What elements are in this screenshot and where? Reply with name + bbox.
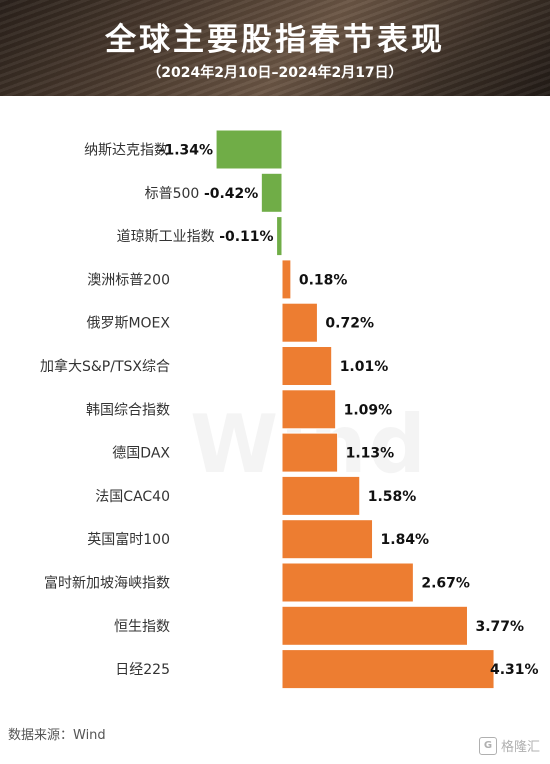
value-label-3: 0.18%: [299, 272, 348, 288]
category-label-3: 澳洲标普200: [87, 272, 170, 288]
category-label-10: 富时新加坡海峡指数: [44, 575, 170, 592]
bar-12: [281, 649, 495, 690]
category-label-7: 德国DAX: [112, 446, 170, 462]
value-label-1: -0.42%: [204, 186, 258, 202]
value-label-2: -0.11%: [219, 229, 273, 245]
value-label-0: -1.34%: [159, 143, 213, 159]
bar-3: [281, 259, 292, 300]
header-banner: 全球主要股指春节表现 （2024年2月10日–2024年2月17日）: [0, 0, 550, 96]
value-label-6: 1.09%: [344, 402, 393, 418]
category-label-11: 恒生指数: [114, 619, 170, 635]
bar-1: [260, 172, 283, 213]
bar-9: [281, 519, 374, 560]
bar-2: [276, 216, 283, 257]
chart-title: 全球主要股指春节表现: [105, 22, 445, 58]
bar-7: [281, 432, 339, 473]
data-source: 数据来源：Wind: [8, 728, 106, 743]
category-label-12: 日经225: [115, 662, 170, 678]
value-label-7: 1.13%: [346, 446, 395, 462]
bar-4: [281, 302, 318, 343]
value-label-8: 1.58%: [368, 489, 417, 505]
bar-chart: 纳斯达克指数-1.34% 标普500 -0.42% 道琼斯工业指数 -0.11% 澳洲标普…: [40, 129, 539, 690]
value-label-11: 3.77%: [475, 619, 524, 635]
bar-6: [281, 389, 337, 430]
bar-10: [281, 562, 414, 603]
category-label-9: 英国富时100: [87, 531, 170, 548]
category-label-1: 标普500: [145, 186, 200, 202]
category-label-8: 法国CAC40: [95, 489, 170, 505]
gelonghui-logo: G 格隆汇: [478, 736, 540, 755]
bar-11: [281, 605, 468, 646]
value-label-12: 4.31%: [490, 662, 539, 678]
bar-8: [281, 475, 361, 516]
value-label-4: 0.72%: [325, 316, 374, 332]
bar-0: [215, 129, 283, 170]
gelonghui-logo-text: 格隆汇: [500, 740, 540, 755]
category-label-0: 纳斯达克指数: [84, 143, 168, 159]
value-label-5: 1.01%: [340, 359, 389, 375]
category-label-2: 道琼斯工业指数: [117, 229, 215, 245]
value-label-9: 1.84%: [381, 532, 430, 548]
category-label-6: 韩国综合指数: [86, 402, 170, 418]
category-label-5: 加拿大S&P/TSX综合: [40, 358, 170, 375]
bar-5: [281, 346, 333, 386]
gelonghui-logo-icon: G: [478, 736, 497, 755]
chart-subtitle: （2024年2月10日–2024年2月17日）: [147, 65, 403, 81]
value-label-10: 2.67%: [421, 576, 470, 592]
category-label-4: 俄罗斯MOEX: [86, 316, 170, 332]
